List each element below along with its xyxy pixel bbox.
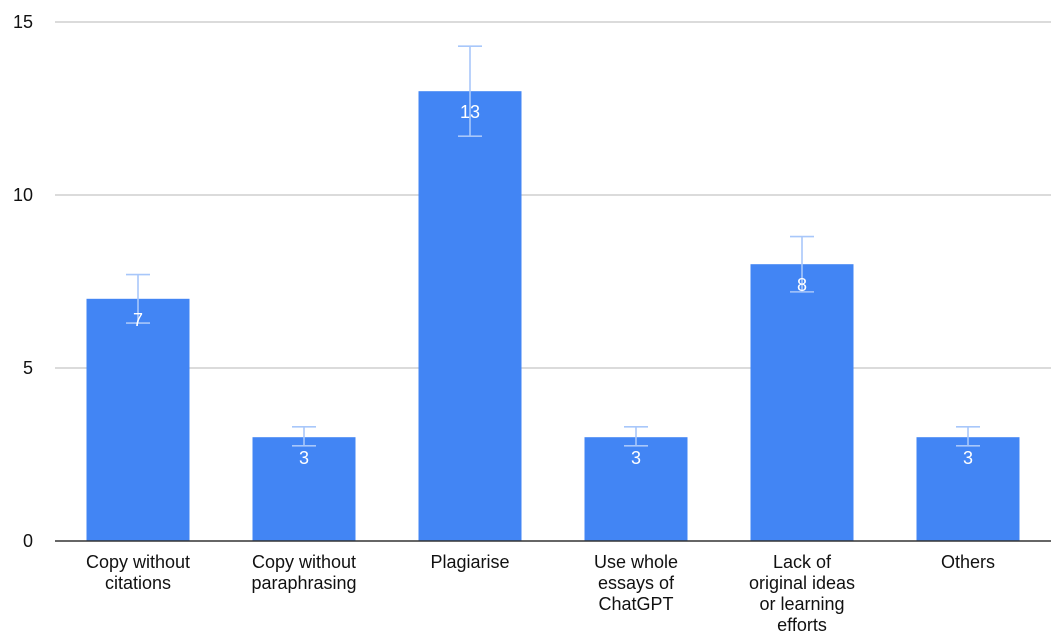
data-label: 7 [133, 310, 143, 330]
data-label: 3 [963, 448, 973, 468]
x-category-label-line: or learning [759, 594, 844, 614]
x-category-label: Use whole essays of ChatGPT [594, 552, 678, 614]
y-tick-label: 10 [13, 185, 33, 205]
data-label: 3 [299, 448, 309, 468]
bar-layer [86, 91, 1020, 541]
bar [86, 298, 190, 541]
x-category-label-line: original ideas [749, 573, 855, 593]
y-tick-label: 5 [23, 358, 33, 378]
x-category-label-line: Copy without [86, 552, 190, 572]
bar [584, 437, 688, 541]
y-tick-label: 15 [13, 12, 33, 32]
x-category-label: Plagiarise [430, 552, 509, 572]
data-label: 8 [797, 275, 807, 295]
x-category-label-line: citations [105, 573, 171, 593]
x-category-label-line: Others [941, 552, 995, 572]
x-category-label-line: ChatGPT [598, 594, 673, 614]
x-category-label: Lack of original ideas or learning efforts [749, 552, 855, 635]
error-bar-layer [126, 45, 980, 447]
x-category-label-line: Lack of [773, 552, 832, 572]
x-category-label: Copy without paraphrasing [251, 552, 356, 593]
bar [916, 437, 1020, 541]
x-category-label-line: paraphrasing [251, 573, 356, 593]
grid-layer [55, 21, 1051, 369]
x-category-label-line: Plagiarise [430, 552, 509, 572]
x-category-label: Copy without citations [86, 552, 190, 593]
bar [252, 437, 356, 541]
bar [418, 91, 522, 541]
x-category-label-line: Use whole [594, 552, 678, 572]
x-category-label-line: Copy without [252, 552, 356, 572]
data-label-layer: 7 3 13 3 8 3 [133, 102, 973, 468]
x-category-label-line: efforts [777, 615, 827, 635]
x-category-label-line: essays of [598, 573, 675, 593]
data-label: 13 [460, 102, 480, 122]
data-label: 3 [631, 448, 641, 468]
x-category-label: Others [941, 552, 995, 572]
y-tick-label: 0 [23, 531, 33, 551]
bar [750, 264, 854, 541]
